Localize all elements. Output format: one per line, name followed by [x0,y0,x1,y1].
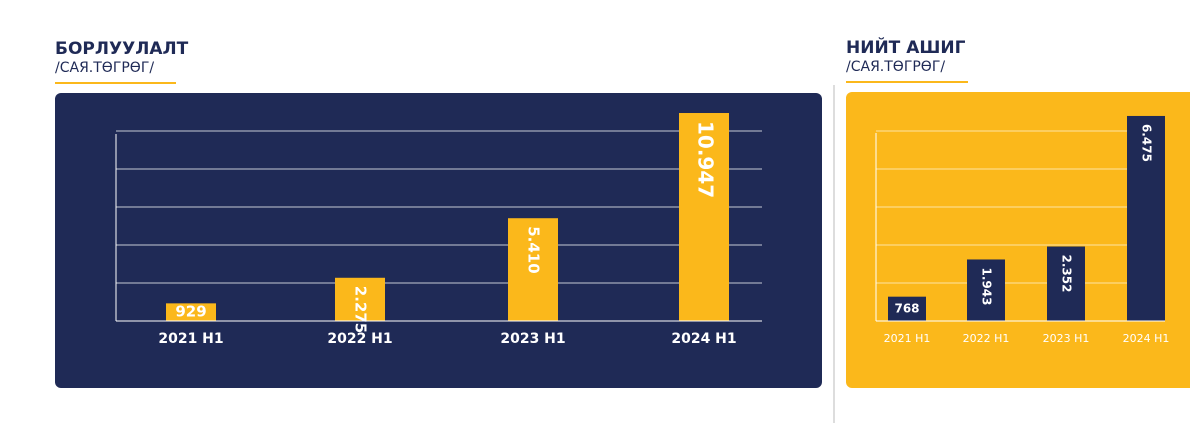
value-label: 929 [175,303,206,321]
bar [1047,246,1085,321]
x-tick-label: 2023 H1 [1043,332,1090,345]
bar [888,296,926,321]
value-label: 2.275 [352,286,370,333]
panel [846,92,1190,388]
x-tick-label: 2022 H1 [327,331,392,347]
value-label: 10.947 [694,121,718,198]
chart-subtitle: /САЯ.ТӨГРӨГ/ [55,60,154,76]
x-tick-label: 2023 H1 [500,331,565,347]
value-label: 2.352 [1060,255,1074,293]
bar [679,113,729,321]
chart-subtitle: /САЯ.ТӨГРӨГ/ [846,59,945,75]
chart-title: БОРЛУУЛАЛТ [55,39,189,59]
bar [166,303,216,321]
value-label: 5.410 [525,226,543,273]
chart-title: НИЙТ АШИГ [846,36,966,58]
x-tick-label: 2024 H1 [1123,332,1170,345]
bar [1127,115,1165,321]
x-tick-label: 2024 H1 [671,331,736,347]
value-label: 768 [894,301,919,315]
value-label: 6.475 [1140,124,1154,162]
panel [55,93,822,388]
x-tick-label: 2021 H1 [158,331,223,347]
x-tick-label: 2022 H1 [963,332,1010,345]
value-label: 1.943 [980,267,994,305]
x-tick-label: 2021 H1 [884,332,931,345]
bar [335,277,385,321]
bar [508,218,558,321]
bar [967,259,1005,321]
